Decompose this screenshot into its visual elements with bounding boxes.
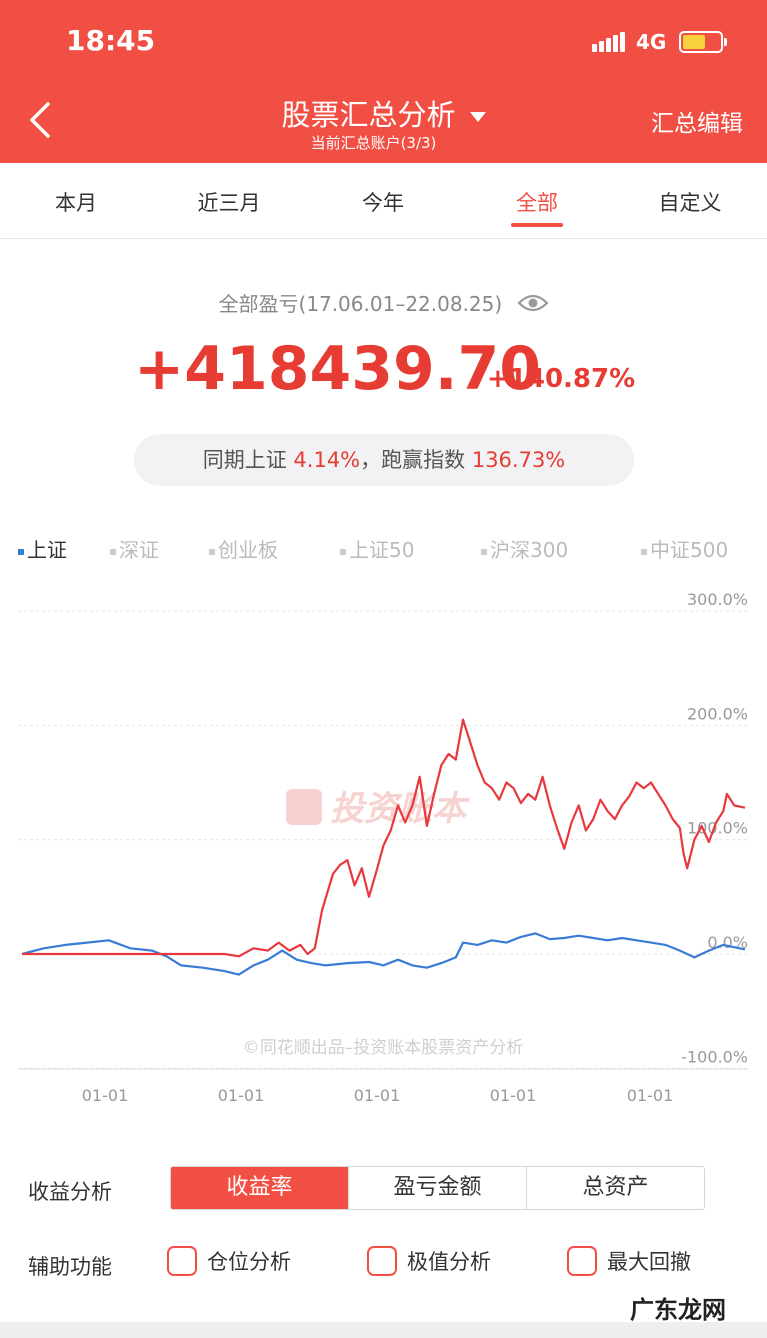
total-pl-value: +418439.70 <box>134 334 542 404</box>
y-tick-label: 100.0% <box>687 819 748 838</box>
legend-hs300[interactable]: 沪深300 <box>481 534 568 563</box>
battery-tip <box>724 38 727 46</box>
back-button[interactable] <box>16 96 64 144</box>
seg-return-rate[interactable]: 收益率 <box>171 1167 348 1209</box>
active-tab-indicator <box>511 223 563 227</box>
aux-functions-row: 辅助功能 仓位分析 极值分析 最大回撤 <box>0 1246 767 1286</box>
checkbox-label: 极值分析 <box>407 1250 491 1274</box>
excess-return: 136.73% <box>471 448 566 472</box>
page-title-dropdown[interactable]: 股票汇总分析 <box>0 92 767 134</box>
chevron-left-icon <box>30 102 50 138</box>
account-subtitle: 当前汇总账户(3/3) <box>310 134 437 152</box>
period-tabs: 本月 近三月 今年 全部 自定义 <box>0 163 767 239</box>
x-tick-label: 01-01 <box>627 1086 674 1105</box>
legend-marker <box>209 548 215 555</box>
checkbox-icon <box>367 1246 397 1276</box>
legend-sh[interactable]: 上证 <box>18 534 67 563</box>
app-header: 18:45 4G 股票汇总分析 当前汇总账户(3/3) 汇总编辑 <box>0 0 767 163</box>
battery-icon <box>679 31 723 53</box>
page-title: 股票汇总分析 <box>281 98 456 132</box>
index-legend: 上证 深证 创业板 上证50 沪深300 中证500 <box>0 534 767 564</box>
tab-all[interactable]: 全部 <box>516 191 558 215</box>
eye-icon[interactable] <box>516 293 549 318</box>
legend-marker <box>18 548 24 555</box>
return-chart[interactable]: 300.0%200.0%100.0%0.0%-100.0%01-01 01-01 0… <box>0 585 767 1110</box>
portfolio-return-line <box>22 718 746 958</box>
return-analysis-label: 收益分析 <box>28 1180 112 1204</box>
legend-gem[interactable]: 创业板 <box>209 534 278 563</box>
tab-three-months[interactable]: 近三月 <box>197 191 261 215</box>
status-time: 18:45 <box>66 24 156 57</box>
legend-sz50[interactable]: 上证50 <box>340 534 414 563</box>
checkbox-label: 最大回撤 <box>607 1250 691 1274</box>
legend-marker <box>340 548 346 555</box>
x-tick-label: 01-01 <box>82 1086 129 1105</box>
aux-label: 辅助功能 <box>28 1255 112 1279</box>
total-pl-label-row: 全部盈亏(17.06.01–22.08.25) <box>0 288 767 318</box>
seg-total-assets[interactable]: 总资产 <box>526 1167 704 1209</box>
checkbox-icon <box>167 1246 197 1276</box>
signal-icon <box>592 32 626 52</box>
position-analysis-checkbox[interactable]: 仓位分析 <box>167 1246 291 1276</box>
x-tick-label: 01-01 <box>354 1086 401 1105</box>
corner-watermark: 广东龙网 <box>630 1296 726 1324</box>
tab-custom[interactable]: 自定义 <box>658 191 722 215</box>
chart-footer-text: ©同花顺出品–投资账本股票资产分析 <box>243 1038 524 1058</box>
x-tick-label: 01-01 <box>218 1086 265 1105</box>
max-drawdown-checkbox[interactable]: 最大回撤 <box>567 1246 691 1276</box>
watermark-logo <box>286 789 322 825</box>
network-type: 4G <box>636 30 667 54</box>
caret-down-icon <box>469 112 486 122</box>
analysis-segmented-control: 收益率 盈亏金额 总资产 <box>170 1166 705 1210</box>
legend-marker <box>110 548 116 555</box>
compare-prefix: 同期上证 <box>202 448 287 472</box>
x-tick-label: 01-01 <box>490 1086 537 1105</box>
total-pl-percent: +140.87% <box>487 364 636 394</box>
legend-marker <box>481 548 487 555</box>
bottom-bar <box>0 1322 767 1338</box>
return-analysis-row: 收益分析 收益率 盈亏金额 总资产 <box>0 1166 767 1212</box>
legend-sz[interactable]: 深证 <box>110 534 159 563</box>
index-return: 4.14% <box>293 448 361 472</box>
tab-this-year[interactable]: 今年 <box>362 191 404 215</box>
total-pl-label: 全部盈亏(17.06.01–22.08.25) <box>218 292 503 316</box>
extreme-analysis-checkbox[interactable]: 极值分析 <box>367 1246 491 1276</box>
checkbox-icon <box>567 1246 597 1276</box>
edit-summary-button[interactable]: 汇总编辑 <box>651 111 743 137</box>
checkbox-label: 仓位分析 <box>207 1250 291 1274</box>
y-tick-label: 300.0% <box>687 590 748 609</box>
compare-middle: ，跑赢指数 <box>360 448 466 472</box>
legend-zz500[interactable]: 中证500 <box>641 534 728 563</box>
seg-pl-amount[interactable]: 盈亏金额 <box>348 1167 526 1209</box>
tab-this-month[interactable]: 本月 <box>55 191 97 215</box>
y-tick-label: 200.0% <box>687 704 748 723</box>
legend-marker <box>641 548 647 555</box>
y-tick-label: -100.0% <box>681 1047 748 1066</box>
benchmark-line <box>21 932 746 976</box>
benchmark-compare: 同期上证 4.14%，跑赢指数 136.73% <box>134 434 634 486</box>
